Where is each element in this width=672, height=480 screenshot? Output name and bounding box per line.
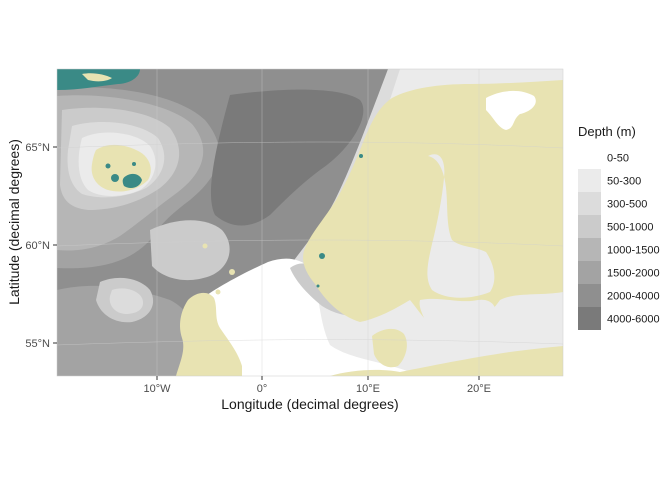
y-tick-label: 60°N — [25, 240, 50, 252]
north-sea-shallow — [190, 258, 420, 376]
rockall-bank-inner — [109, 288, 144, 314]
legend-label: 50-300 — [607, 176, 641, 188]
map-panel — [57, 69, 563, 376]
legend-swatch — [578, 307, 601, 330]
x-tick-label: 10°E — [356, 383, 380, 395]
legend-swatch — [578, 169, 601, 192]
legend-label: 0-50 — [607, 153, 629, 165]
legend-label: 1000-1500 — [607, 245, 660, 257]
legend-swatch — [578, 146, 601, 169]
denmark-land — [372, 328, 407, 368]
legend-keys: 0-50 50-300 300-500 500-1000 1000-1500 1500-2… — [578, 146, 660, 330]
legend-swatch — [578, 215, 601, 238]
orkney-islands — [215, 289, 221, 295]
iceland-glacier-west — [105, 163, 111, 169]
shetland-islands — [229, 269, 235, 275]
legend-swatch — [578, 284, 601, 307]
legend-swatch — [578, 261, 601, 284]
legend-swatch — [578, 192, 601, 215]
norway-glacier-north — [359, 154, 363, 158]
x-tick-label: 10°W — [143, 383, 171, 395]
iceland-glacier-small — [111, 174, 119, 182]
iceland-glacier-north — [132, 162, 136, 166]
y-tick-label: 55°N — [25, 338, 50, 350]
graticule — [57, 69, 563, 376]
x-tick-label: 0° — [257, 383, 268, 395]
legend-label: 500-1000 — [607, 222, 654, 234]
faroe-islands — [202, 243, 208, 249]
x-axis: 10°W 0° 10°E 20°E Longitude (decimal deg… — [143, 376, 491, 412]
white-sea — [486, 90, 536, 130]
great-britain-land — [176, 292, 242, 376]
faroe-plateau — [150, 220, 230, 281]
legend-swatch — [578, 238, 601, 261]
legend-label: 1500-2000 — [607, 268, 660, 280]
x-axis-title: Longitude (decimal degrees) — [221, 396, 398, 412]
depth-band-1500-2000-south — [57, 285, 200, 376]
panel-border — [56, 68, 564, 377]
iceland-glacier — [122, 173, 142, 188]
legend-title: Depth (m) — [578, 124, 636, 139]
depth-legend: Depth (m) 0-50 50-300 300-500 500-1000 1000-… — [578, 124, 660, 330]
legend-label: 2000-4000 — [607, 291, 660, 303]
gulf-of-bothnia — [427, 154, 495, 298]
y-tick-label: 65°N — [25, 142, 50, 154]
norway-glacier-jostedal — [319, 253, 325, 259]
y-axis-title: Latitude (decimal degrees) — [6, 139, 22, 305]
baltic-sea — [419, 298, 497, 347]
legend-label: 4000-6000 — [607, 314, 660, 326]
norway-glacier-south — [316, 284, 320, 288]
greenland-coast — [82, 73, 112, 82]
x-tick-label: 20°E — [467, 383, 491, 395]
norwegian-basin — [210, 89, 364, 226]
continent-land — [330, 346, 563, 376]
legend-label: 300-500 — [607, 199, 647, 211]
y-axis: 55°N 60°N 65°N Latitude (decimal degrees… — [6, 139, 57, 350]
